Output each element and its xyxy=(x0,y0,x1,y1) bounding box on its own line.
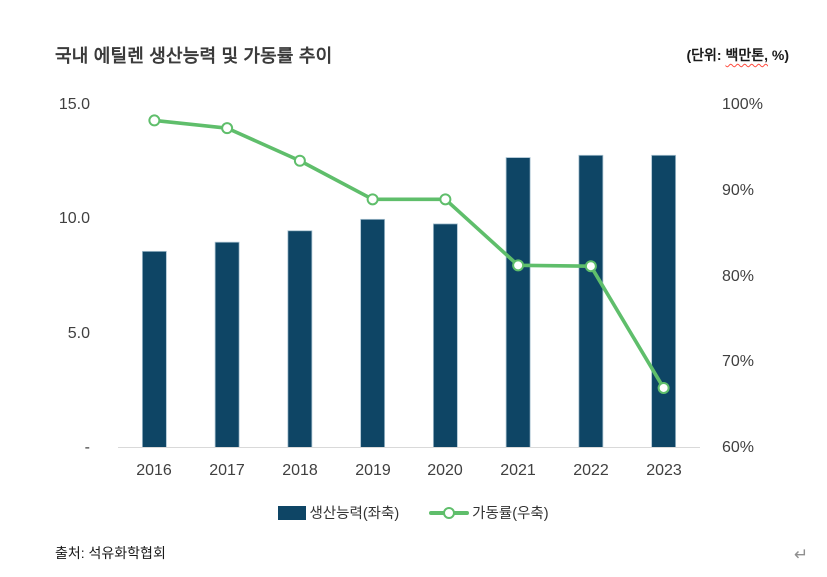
x-axis-label-2022: 2022 xyxy=(573,462,609,479)
bar-2016 xyxy=(141,250,167,448)
x-axis-label-2021: 2021 xyxy=(500,462,536,479)
legend-label-utilization: 가동률(우축) xyxy=(472,506,549,522)
bar-2023 xyxy=(651,154,677,448)
unit-label-prefix: (단위: xyxy=(686,47,726,63)
x-axis-label-2023: 2023 xyxy=(646,462,682,479)
right-axis-tick: 80% xyxy=(722,268,755,285)
marker-2019 xyxy=(366,193,379,206)
right-axis-tick: 60% xyxy=(722,439,755,456)
legend-item-capacity: 생산능력(좌축) xyxy=(278,502,399,523)
right-axis-tick: 90% xyxy=(722,182,755,199)
x-axis-label-2019: 2019 xyxy=(355,462,391,479)
bar-2020 xyxy=(432,223,458,448)
marker-2020 xyxy=(439,193,452,206)
legend-label-capacity: 생산능력(좌축) xyxy=(309,506,400,522)
bar-2018 xyxy=(287,230,313,448)
utilization-line xyxy=(152,118,666,390)
chart-legend: 생산능력(좌축) 가동률(우축) xyxy=(0,502,827,523)
unit-label: (단위: 백만톤, %) xyxy=(686,45,789,65)
marker-2017 xyxy=(221,122,234,135)
marker-2016 xyxy=(148,114,161,127)
marker-2023 xyxy=(657,381,670,394)
unit-label-suffix: %) xyxy=(768,47,789,63)
right-axis-tick: 70% xyxy=(722,353,755,370)
legend-item-utilization: 가동률(우축) xyxy=(429,502,549,523)
left-axis-tick: 5.0 xyxy=(67,325,90,342)
chart-title: 국내 에틸렌 생산능력 및 가동률 추이 xyxy=(55,46,333,66)
line-swatch-icon xyxy=(429,506,470,520)
marker-2021 xyxy=(512,259,525,272)
plot-area xyxy=(118,114,700,448)
left-axis-tick: 10.0 xyxy=(58,210,90,227)
x-axis-label-2020: 2020 xyxy=(427,462,463,479)
x-axis-label-2016: 2016 xyxy=(136,462,172,479)
marker-2018 xyxy=(293,154,306,167)
x-axis-label-2018: 2018 xyxy=(282,462,318,479)
bar-2022 xyxy=(578,154,604,448)
marker-2022 xyxy=(584,260,597,273)
bar-2017 xyxy=(214,241,240,448)
left-axis-tick: 15.0 xyxy=(58,96,90,113)
bar-2021 xyxy=(505,157,531,448)
source-text: 출처: 석유화학협회 xyxy=(55,545,166,561)
unit-label-misspelled: 백만톤, xyxy=(725,47,768,63)
bar-2019 xyxy=(360,218,386,448)
bar-swatch-icon xyxy=(278,505,307,520)
right-axis-tick: 100% xyxy=(722,96,763,113)
paragraph-return-icon: ↵ xyxy=(794,545,809,564)
x-axis-label-2017: 2017 xyxy=(209,462,245,479)
left-axis-tick: - xyxy=(84,439,90,456)
